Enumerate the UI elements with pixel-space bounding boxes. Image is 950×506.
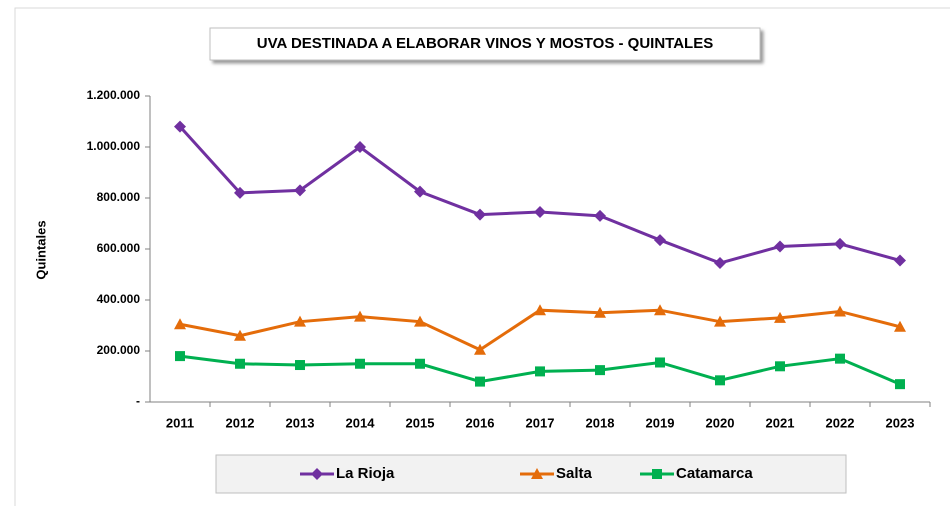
y-tick-label: 1.000.000 — [87, 139, 141, 153]
chart-title: UVA DESTINADA A ELABORAR VINOS Y MOSTOS … — [257, 35, 713, 52]
data-point — [235, 358, 245, 369]
data-point — [894, 254, 906, 267]
data-point — [354, 141, 366, 153]
data-point — [595, 365, 605, 376]
x-tick-label: 2011 — [166, 415, 194, 430]
x-tick-label: 2017 — [526, 415, 555, 430]
data-point — [715, 375, 725, 386]
data-point — [655, 357, 665, 368]
x-tick-label: 2016 — [466, 415, 495, 430]
legend-label: La Rioja — [336, 465, 395, 482]
data-point — [594, 306, 606, 318]
x-tick-label: 2014 — [346, 415, 376, 430]
x-tick-label: 2015 — [406, 415, 435, 430]
data-point — [294, 315, 306, 327]
data-point — [534, 206, 546, 219]
y-tick-label: 400.000 — [97, 292, 141, 306]
data-point — [234, 186, 246, 199]
y-tick-label: 1.200.000 — [87, 88, 141, 102]
data-point — [714, 257, 726, 270]
data-point — [594, 209, 606, 222]
data-point — [654, 234, 666, 247]
data-point — [834, 305, 846, 317]
data-point — [474, 343, 486, 355]
data-point — [294, 184, 306, 197]
y-tick-label: 200.000 — [97, 343, 141, 357]
y-tick-label: - — [136, 394, 140, 408]
data-point — [835, 353, 845, 364]
data-point — [175, 351, 185, 362]
x-tick-label: 2019 — [646, 415, 675, 430]
data-point — [775, 361, 785, 372]
data-point — [355, 358, 365, 369]
data-point — [535, 366, 545, 377]
x-tick-label: 2020 — [706, 415, 735, 430]
data-point — [714, 315, 726, 327]
legend-label: Salta — [556, 465, 593, 482]
data-point — [774, 311, 786, 323]
data-point — [174, 120, 186, 133]
chart-frame — [14, 7, 950, 506]
data-point — [774, 240, 786, 253]
data-point — [174, 318, 186, 330]
x-tick-label: 2021 — [766, 415, 795, 430]
data-point — [894, 320, 906, 332]
x-tick-label: 2022 — [826, 415, 855, 430]
data-point — [354, 310, 366, 322]
y-axis-label: Quintales — [33, 220, 48, 279]
data-point — [475, 376, 485, 387]
data-point — [834, 237, 846, 250]
x-tick-label: 2013 — [286, 415, 315, 430]
data-point — [295, 360, 305, 371]
legend-label: Catamarca — [676, 465, 753, 482]
legend-marker — [531, 468, 543, 479]
y-tick-label: 800.000 — [97, 190, 141, 204]
data-point — [414, 315, 426, 327]
x-tick-label: 2018 — [586, 415, 615, 430]
data-point — [474, 208, 486, 221]
y-tick-label: 600.000 — [97, 241, 141, 255]
title-box — [209, 27, 761, 61]
data-point — [234, 329, 246, 341]
data-point — [534, 304, 546, 316]
x-tick-label: 2012 — [226, 415, 255, 430]
legend-marker — [652, 469, 662, 479]
data-point — [654, 304, 666, 316]
x-tick-label: 2023 — [886, 415, 915, 430]
data-point — [415, 358, 425, 369]
legend-marker — [311, 468, 323, 480]
data-point — [895, 379, 905, 390]
data-point — [414, 185, 426, 198]
